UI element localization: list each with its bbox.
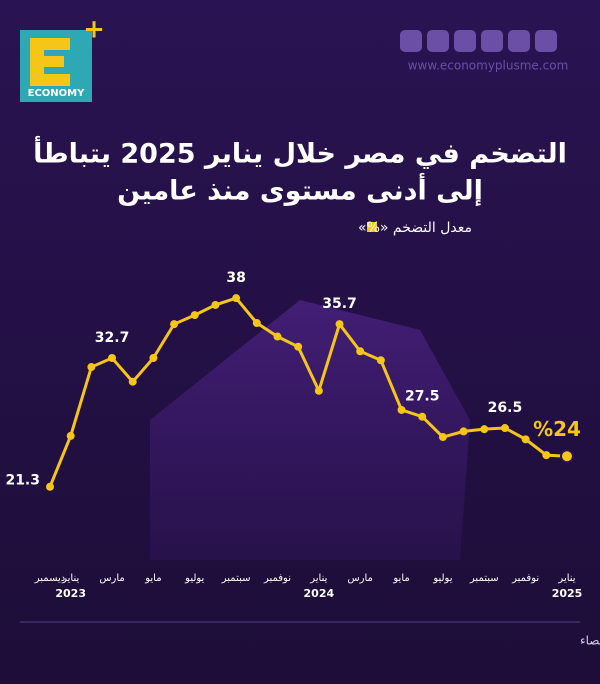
logo-text: ECONOMY — [28, 88, 85, 99]
x-tick-label: نوفمبر — [263, 573, 291, 584]
point — [314, 386, 323, 395]
point — [87, 363, 96, 372]
point — [376, 356, 385, 365]
x-tick-label: يوليو — [432, 573, 452, 584]
year-label: 2024 — [304, 587, 335, 600]
point — [294, 342, 303, 351]
point — [521, 435, 530, 444]
legend-label: معدل التضخم «%» — [358, 220, 472, 236]
x-tick-label: يناير — [309, 573, 327, 584]
svg-text:+: + — [83, 15, 105, 45]
value-label: 38 — [226, 270, 245, 286]
point — [46, 482, 54, 491]
value-label: 35.7 — [322, 296, 357, 312]
illustration-backdrop — [150, 300, 470, 560]
point — [335, 320, 344, 329]
point — [397, 405, 406, 414]
point — [190, 311, 199, 320]
social-icons[interactable] — [400, 30, 557, 52]
x-tick-label: مايو — [392, 573, 409, 584]
point — [170, 320, 179, 329]
point — [480, 425, 489, 434]
point — [273, 332, 282, 341]
value-label: 21.3 — [5, 473, 40, 489]
point — [252, 319, 261, 328]
point — [542, 451, 551, 460]
value-label: 26.5 — [488, 400, 523, 416]
point — [149, 354, 158, 363]
point — [211, 300, 220, 309]
value-label: 32.7 — [95, 330, 130, 346]
title-line: إلى أدنى مستوى منذ عامين — [117, 173, 483, 207]
point — [459, 427, 468, 436]
point — [356, 347, 365, 356]
point — [128, 377, 137, 386]
x-tick-label: يوليو — [184, 573, 204, 584]
year-label: 2023 — [55, 587, 86, 600]
x-tick-label: ديسمبر — [34, 573, 65, 584]
point — [418, 412, 427, 421]
x-tick-label: سبتمبر — [469, 573, 499, 584]
source: المصدر: الجهاز المركزي للتعبئة العامة وا… — [580, 634, 600, 649]
x-tick-label: نوفمبر — [511, 573, 539, 584]
x-tick-label: يناير — [61, 573, 79, 584]
point — [500, 424, 509, 433]
legend-swatch — [367, 222, 377, 232]
point — [66, 431, 75, 440]
point — [438, 433, 447, 442]
point — [232, 294, 241, 303]
title-line: التضخم في مصر خلال يناير 2025 يتباطأ — [33, 136, 567, 170]
logo: ECONOMY + — [20, 15, 105, 102]
x-tick-label: يناير — [557, 573, 575, 584]
value-label: %24 — [533, 417, 581, 441]
point — [560, 449, 574, 464]
value-label: 27.5 — [405, 389, 440, 405]
x-tick-label: مايو — [144, 573, 161, 584]
point — [108, 354, 117, 363]
x-tick-label: سبتمبر — [221, 573, 251, 584]
x-tick-label: مارس — [99, 573, 124, 584]
website: www.economyplusme.com — [408, 59, 569, 73]
x-tick-label: مارس — [347, 573, 372, 584]
year-label: 2025 — [552, 587, 583, 600]
